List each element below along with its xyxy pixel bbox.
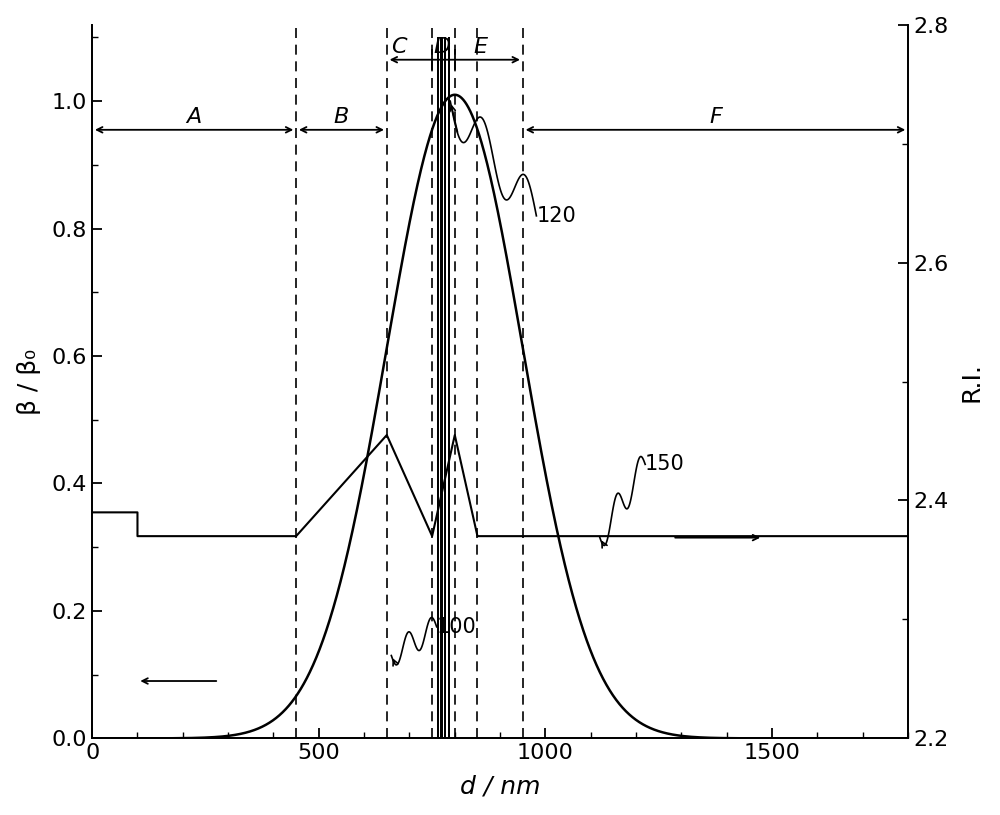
Text: E: E [474,37,488,56]
Bar [437,37,439,738]
Bar [440,37,443,738]
Bar [448,37,450,738]
Text: 100: 100 [437,617,476,637]
Text: A: A [187,107,202,126]
Text: C: C [391,37,407,56]
Text: 150: 150 [645,454,685,474]
Y-axis label: R.I.: R.I. [959,362,983,402]
Text: D: D [434,37,451,56]
Bar [444,37,446,738]
Text: F: F [709,107,722,126]
Y-axis label: β / β₀: β / β₀ [17,349,41,415]
Text: B: B [334,107,349,126]
X-axis label: d / nm: d / nm [460,774,540,799]
Text: 120: 120 [536,206,576,226]
